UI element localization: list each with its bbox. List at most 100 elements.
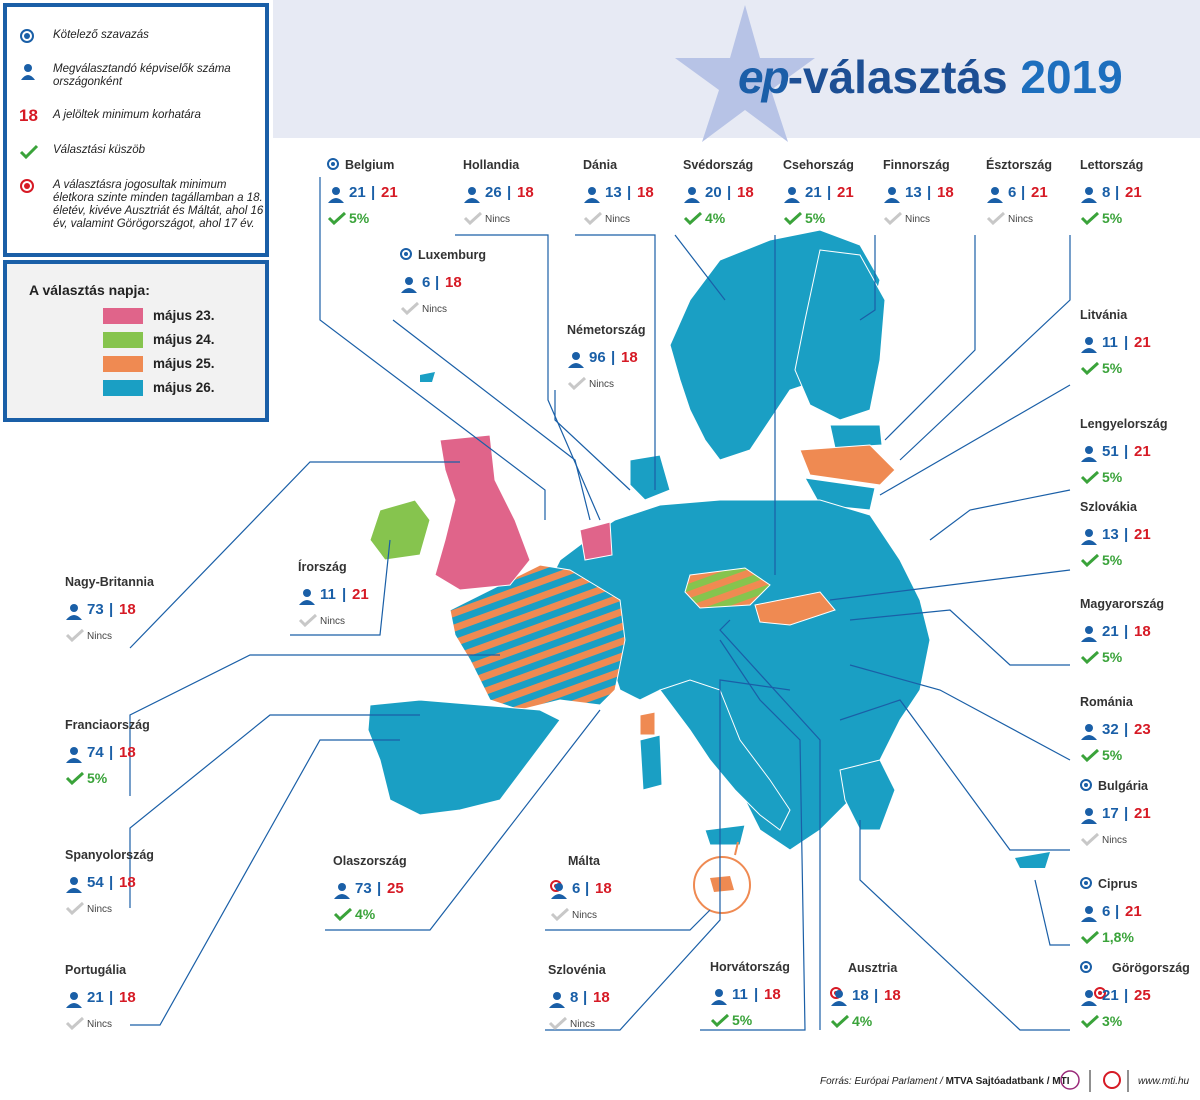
- min-age: 21: [352, 586, 369, 603]
- check-icon: [298, 613, 318, 632]
- country-name: Ciprus: [1098, 877, 1138, 891]
- check-icon: [1080, 361, 1100, 380]
- day-swatch: [103, 356, 143, 372]
- mandatory-vote-icon: [327, 158, 339, 170]
- min-age: 21: [1134, 805, 1151, 822]
- page-title: ep-választás 2019: [738, 50, 1123, 104]
- person-icon: [65, 603, 83, 626]
- person-icon: [21, 64, 35, 80]
- threshold: 5%: [1102, 747, 1123, 763]
- check-icon: [327, 211, 347, 230]
- seat-count: 11: [1102, 334, 1118, 351]
- country-card: Nagy-Britannia 73 | 18 Nincs: [65, 575, 185, 645]
- min-age: 21: [1125, 184, 1142, 201]
- threshold: Nincs: [1102, 835, 1128, 846]
- check-icon: [1080, 211, 1100, 230]
- mandatory-vote-icon: [1080, 877, 1092, 889]
- threshold: Nincs: [422, 304, 448, 315]
- person-icon: [830, 989, 848, 1012]
- check-icon: [1080, 470, 1100, 489]
- map-malta: [710, 876, 734, 892]
- person-icon: [1080, 186, 1098, 209]
- seat-count: 21: [1102, 623, 1119, 640]
- day-row-2: május 25.: [103, 356, 303, 374]
- map-latvia: [799, 444, 896, 486]
- threshold: Nincs: [570, 1019, 596, 1030]
- threshold: 3%: [1102, 1013, 1123, 1029]
- check-icon: [333, 907, 353, 926]
- person-icon: [1080, 625, 1098, 648]
- check-icon: [986, 211, 1006, 230]
- title-year: 2019: [1020, 51, 1123, 103]
- country-card: Írország 11 | 21 Nincs: [298, 560, 418, 630]
- legend-age-number: 18: [19, 106, 38, 125]
- seat-count: 54: [87, 874, 104, 891]
- day-row-0: május 23.: [103, 308, 303, 326]
- seat-count: 13: [605, 184, 622, 201]
- min-age: 18: [595, 880, 612, 897]
- country-card: Portugália 21 | 18 Nincs: [65, 963, 185, 1033]
- threshold: 5%: [1102, 469, 1123, 485]
- min-age: 18: [119, 874, 136, 891]
- country-name: Lengyelország: [1080, 417, 1168, 431]
- country-card: Görögország 21 | 25 3%: [1080, 961, 1200, 1031]
- threshold: 1,8%: [1102, 929, 1134, 945]
- country-name: Svédország: [683, 158, 754, 172]
- country-name: Németország: [567, 323, 646, 337]
- min-age: 18: [737, 184, 754, 201]
- country-name: Írország: [298, 560, 347, 574]
- country-name: Csehország: [783, 158, 854, 172]
- person-icon: [463, 186, 481, 209]
- seat-count: 73: [355, 880, 372, 897]
- separator: |: [1021, 184, 1026, 201]
- min-age: 18: [119, 744, 136, 761]
- person-icon: [550, 882, 568, 905]
- country-name: Lettország: [1080, 158, 1144, 172]
- person-icon: [65, 746, 83, 769]
- check-icon: [548, 1016, 568, 1035]
- person-icon: [65, 876, 83, 899]
- map-estonia: [829, 424, 883, 449]
- map-cyprus: [1015, 852, 1050, 868]
- legend-age-text: A jelöltek minimum korhatára: [53, 109, 201, 121]
- country-name: Ausztria: [848, 961, 898, 975]
- person-icon: [1080, 723, 1098, 746]
- seat-count: 21: [87, 989, 104, 1006]
- country-card: Szlovénia 8 | 18 Nincs: [548, 963, 668, 1033]
- leader-lines: [129, 177, 1071, 1031]
- threshold: 5%: [87, 770, 108, 786]
- person-icon: [783, 186, 801, 209]
- separator: |: [109, 874, 114, 891]
- threshold: Nincs: [485, 214, 511, 225]
- country-card: Csehország 21 | 21 5%: [783, 158, 903, 228]
- separator: |: [1124, 623, 1129, 640]
- seat-count: 21: [805, 184, 822, 201]
- threshold: Nincs: [572, 910, 598, 921]
- check-icon: [567, 376, 587, 395]
- country-card: Olaszország 73 | 25 4%: [333, 854, 453, 924]
- seat-count: 20: [705, 184, 722, 201]
- threshold: Nincs: [87, 631, 113, 642]
- legend-threshold-text: Választási küszöb: [53, 144, 146, 156]
- separator: |: [435, 274, 440, 291]
- country-name: Olaszország: [333, 854, 407, 868]
- person-icon: [710, 988, 728, 1011]
- country-card: Lettország 8 | 21 5%: [1080, 158, 1200, 228]
- country-card: Ausztria 18 | 18 4%: [830, 961, 950, 1031]
- country-name: Horvátország: [710, 960, 790, 974]
- election-day-title: A választás napja:: [29, 282, 150, 298]
- threshold: 5%: [1102, 552, 1123, 568]
- separator: |: [583, 989, 588, 1006]
- min-age: 21: [381, 184, 398, 201]
- threshold: 4%: [355, 906, 376, 922]
- separator: |: [371, 184, 376, 201]
- country-name: Hollandia: [463, 158, 520, 172]
- country-name: Észtország: [986, 158, 1052, 172]
- check-icon: [65, 628, 85, 647]
- seat-count: 6: [1102, 903, 1111, 920]
- min-age: 18: [884, 987, 901, 1004]
- threshold: 5%: [349, 210, 370, 226]
- min-age: 21: [1125, 903, 1142, 920]
- day-label: május 24.: [153, 332, 215, 347]
